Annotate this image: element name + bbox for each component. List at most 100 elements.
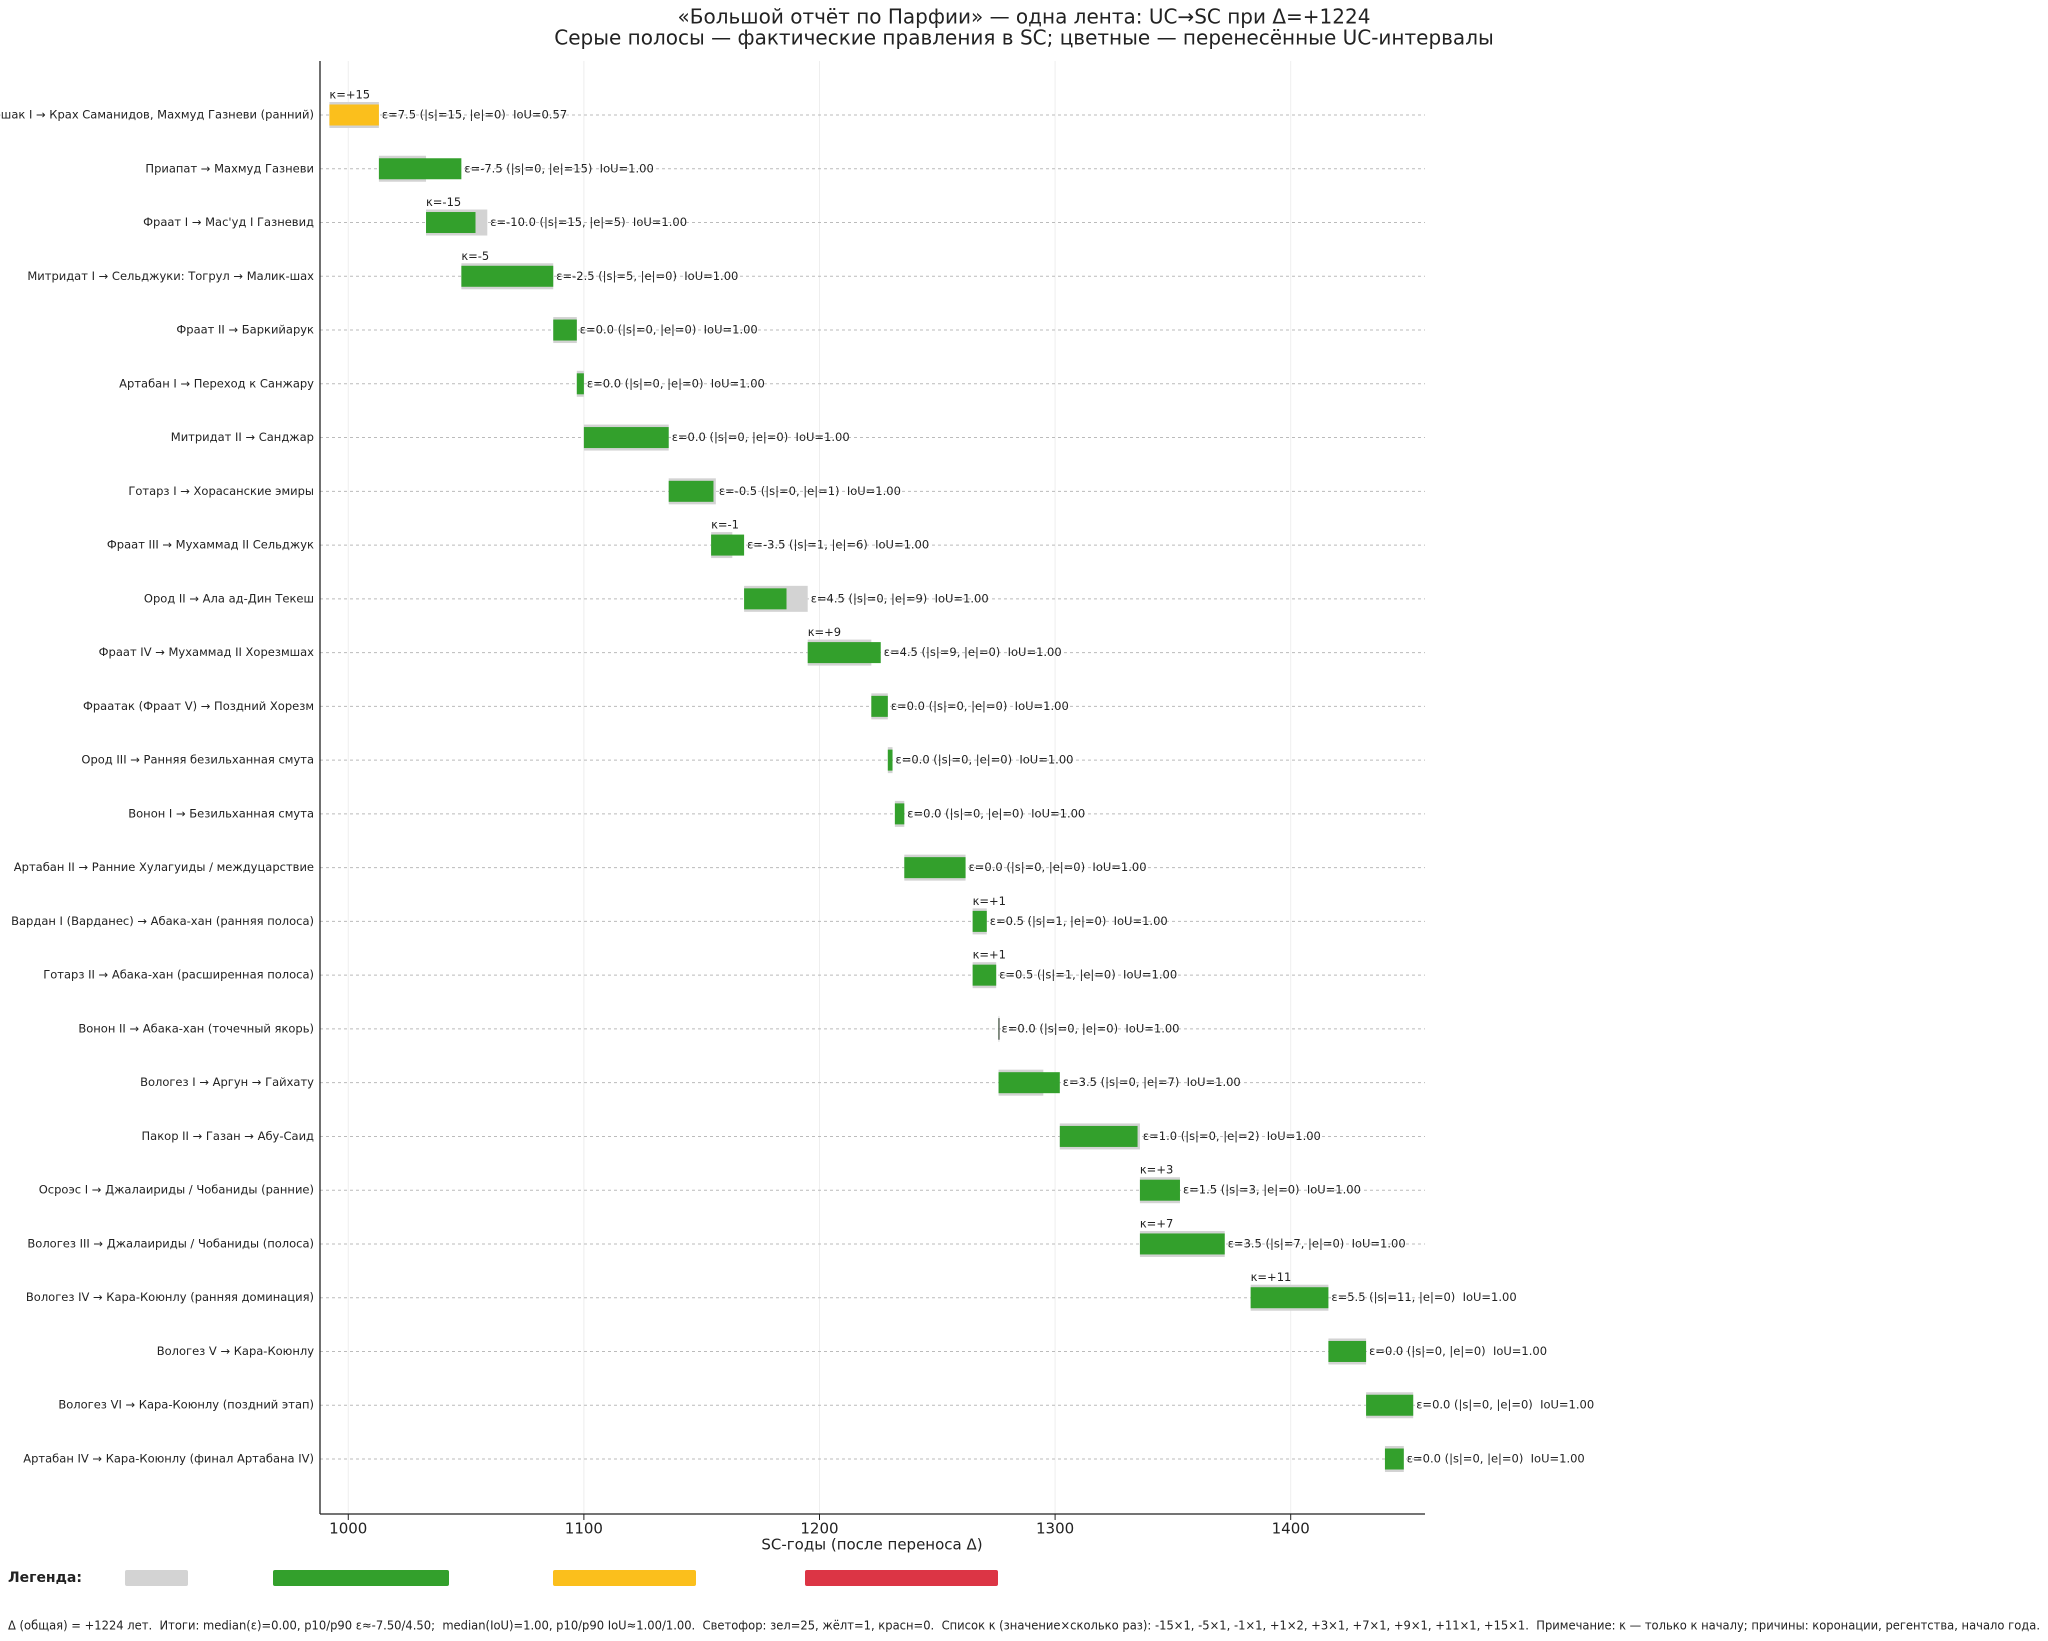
- transferred-bar: [378, 158, 462, 180]
- row-label: Фраат I → Мас'уд I Газневид: [143, 215, 314, 229]
- epsilon-label: ε=-2.5 (|s|=5, |e|=0) IoU=1.00: [556, 269, 738, 283]
- row-label: Вологез IV → Кара-Коюнлу (ранняя доминац…: [26, 1290, 314, 1304]
- transferred-bar: [1139, 1233, 1225, 1255]
- transferred-bar: [998, 1072, 1060, 1094]
- row-label: Ород III → Ранняя безильханная смута: [81, 753, 314, 767]
- chart-subtitle: Серые полосы — фактические правления в S…: [554, 26, 1494, 50]
- kappa-label: κ=+9: [808, 625, 841, 639]
- epsilon-label: ε=0.0 (|s|=0, |e|=0) IoU=1.00: [587, 376, 765, 390]
- x-tick-label: 1200: [800, 1520, 838, 1538]
- transferred-bar: [426, 212, 476, 234]
- epsilon-label: ε=-7.5 (|s|=0, |e|=15) IoU=1.00: [464, 161, 653, 175]
- row-label: Ород II → Ала ад-Дин Текеш: [144, 591, 314, 605]
- row-label: Готарз I → Хорасанские эмиры: [128, 484, 314, 498]
- transferred-bar: [553, 319, 577, 341]
- epsilon-label: ε=0.0 (|s|=0, |e|=0) IoU=1.00: [672, 430, 850, 444]
- footer-note: Δ (общая) = +1224 лет. Итоги: median(ε)=…: [8, 1618, 2040, 1633]
- row-label: Аршак I → Крах Саманидов, Махмуд Газневи…: [0, 108, 314, 122]
- row-label: Фраат II → Баркийарук: [176, 323, 314, 337]
- x-tick-label: 1000: [329, 1520, 367, 1538]
- chart-title: «Большой отчёт по Парфии» — одна лента: …: [678, 5, 1371, 29]
- transferred-bar: [583, 427, 669, 449]
- row-label: Осроэс I → Джалаириды / Чобаниды (ранние…: [39, 1183, 314, 1197]
- legend-swatch: [125, 1570, 188, 1586]
- row-label: Вологез V → Кара-Коюнлу: [157, 1344, 314, 1358]
- epsilon-label: ε=0.0 (|s|=0, |e|=0) IoU=1.00: [896, 753, 1074, 767]
- x-tick-label: 1100: [565, 1520, 603, 1538]
- epsilon-label: ε=3.5 (|s|=7, |e|=0) IoU=1.00: [1228, 1236, 1406, 1250]
- epsilon-label: ε=3.5 (|s|=0, |e|=7) IoU=1.00: [1063, 1075, 1241, 1089]
- epsilon-label: ε=1.0 (|s|=0, |e|=2) IoU=1.00: [1143, 1129, 1321, 1143]
- row-label: Готарз II → Абака-хан (расширенная полос…: [43, 968, 314, 982]
- row-label: Вардан I (Варданес) → Абака-хан (ранняя …: [11, 914, 314, 928]
- row-label: Вонон I → Безильханная смута: [128, 806, 314, 820]
- transferred-bar: [461, 265, 554, 287]
- transferred-bar: [1059, 1125, 1138, 1147]
- transferred-bar: [711, 534, 745, 556]
- epsilon-label: ε=5.5 (|s|=11, |e|=0) IoU=1.00: [1331, 1290, 1516, 1304]
- row-label: Вологез I → Аргун → Гайхату: [140, 1075, 314, 1089]
- row-label: Вонон II → Абака-хан (точечный якорь): [78, 1021, 314, 1035]
- epsilon-label: ε=0.0 (|s|=0, |e|=0) IoU=1.00: [1002, 1021, 1180, 1035]
- kappa-label: κ=-15: [426, 195, 461, 209]
- epsilon-label: ε=4.5 (|s|=9, |e|=0) IoU=1.00: [884, 645, 1062, 659]
- row-label: Митридат II → Санджар: [171, 430, 314, 444]
- kappa-label: κ=+3: [1140, 1163, 1173, 1177]
- epsilon-label: ε=0.5 (|s|=1, |e|=0) IoU=1.00: [999, 968, 1177, 982]
- epsilon-label: ε=0.0 (|s|=0, |e|=0) IoU=1.00: [907, 806, 1085, 820]
- transferred-bar: [894, 803, 905, 825]
- transferred-bar: [1250, 1287, 1329, 1309]
- transferred-bar: [807, 642, 881, 664]
- transferred-bar: [1384, 1448, 1404, 1470]
- x-tick-label: 1400: [1272, 1520, 1310, 1538]
- epsilon-label: ε=0.0 (|s|=0, |e|=0) IoU=1.00: [1407, 1452, 1585, 1466]
- epsilon-label: ε=1.5 (|s|=3, |e|=0) IoU=1.00: [1183, 1183, 1361, 1197]
- x-tick-label: 1300: [1036, 1520, 1074, 1538]
- kappa-label: κ=+7: [1140, 1216, 1173, 1230]
- epsilon-label: ε=0.0 (|s|=0, |e|=0) IoU=1.00: [1416, 1398, 1594, 1412]
- epsilon-label: ε=0.0 (|s|=0, |e|=0) IoU=1.00: [969, 860, 1147, 874]
- transferred-bar: [668, 480, 714, 502]
- row-label: Вологез VI → Кара-Коюнлу (поздний этап): [58, 1398, 314, 1412]
- row-label: Пакор II → Газан → Абу-Саид: [142, 1129, 315, 1143]
- kappa-label: κ=+1: [973, 948, 1006, 962]
- row-label: Артабан IV → Кара-Коюнлу (финал Артабана…: [23, 1452, 314, 1466]
- legend-swatch: [273, 1570, 449, 1586]
- epsilon-label: ε=0.0 (|s|=0, |e|=0) IoU=1.00: [891, 699, 1069, 713]
- row-label: Фраат IV → Мухаммад II Хорезмшах: [99, 645, 315, 659]
- row-label: Фраат III → Мухаммад II Сельджук: [107, 538, 314, 552]
- x-axis-label: SC-годы (после переноса Δ): [761, 1536, 982, 1554]
- epsilon-label: ε=-10.0 (|s|=15, |e|=5) IoU=1.00: [490, 215, 687, 229]
- legend-title: Легенда:: [8, 1570, 82, 1586]
- epsilon-label: ε=0.0 (|s|=0, |e|=0) IoU=1.00: [1369, 1344, 1547, 1358]
- kappa-label: κ=+11: [1251, 1270, 1292, 1284]
- transferred-bar: [1139, 1179, 1180, 1201]
- transferred-bar: [871, 695, 888, 717]
- kappa-label: κ=+1: [973, 894, 1006, 908]
- kappa-label: κ=-5: [461, 249, 489, 263]
- epsilon-label: ε=-3.5 (|s|=1, |e|=6) IoU=1.00: [747, 538, 929, 552]
- kappa-label: κ=-1: [711, 518, 739, 532]
- transferred-bar: [576, 373, 584, 395]
- epsilon-label: ε=0.0 (|s|=0, |e|=0) IoU=1.00: [580, 323, 758, 337]
- transferred-bar: [972, 964, 997, 986]
- epsilon-label: ε=-0.5 (|s|=0, |e|=1) IoU=1.00: [719, 484, 901, 498]
- row-label: Приапат → Махмуд Газневи: [145, 161, 314, 175]
- row-label: Артабан I → Переход к Санжару: [119, 376, 314, 390]
- transferred-bar: [904, 857, 966, 879]
- transferred-bar: [972, 910, 987, 932]
- row-label: Артабан II → Ранние Хулагуиды / междуцар…: [14, 860, 314, 874]
- row-label: Фраатак (Фраат V) → Поздний Хорезм: [83, 699, 314, 713]
- transferred-bar: [329, 104, 379, 126]
- epsilon-label: ε=0.5 (|s|=1, |e|=0) IoU=1.00: [990, 914, 1168, 928]
- transferred-bar: [1328, 1340, 1367, 1362]
- legend-swatch: [805, 1570, 998, 1586]
- row-label: Митридат I → Сельджуки: Тогрул → Малик-ш…: [27, 269, 314, 283]
- legend-swatch: [553, 1570, 696, 1586]
- epsilon-label: ε=4.5 (|s|=0, |e|=9) IoU=1.00: [811, 591, 989, 605]
- epsilon-label: ε=7.5 (|s|=15, |e|=0) IoU=0.57: [382, 108, 567, 122]
- transferred-bar: [1366, 1394, 1414, 1416]
- transferred-bar: [887, 749, 893, 771]
- transferred-bar: [998, 1018, 1000, 1040]
